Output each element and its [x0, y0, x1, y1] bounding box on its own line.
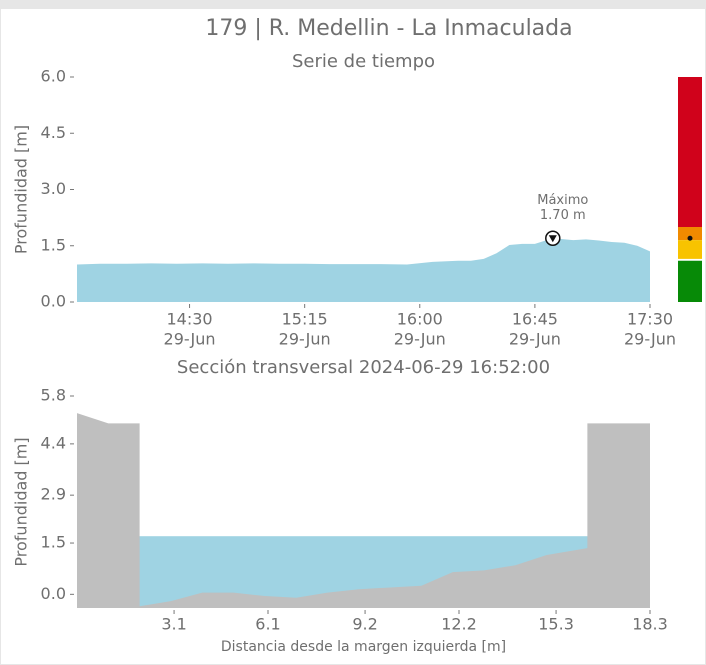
depth-area — [77, 238, 650, 302]
x-tick-label: 29-Jun — [509, 330, 561, 349]
x-tick-label: 3.1 — [161, 615, 186, 634]
max-label: 1.70 m — [540, 208, 586, 223]
chart-title: Serie de tiempo — [292, 51, 435, 72]
x-tick-label: 18.3 — [632, 615, 668, 634]
y-axis-label: Profundidad [m] — [12, 437, 31, 566]
y-tick-label: 0.0 — [41, 584, 66, 603]
x-tick-label: 14:30 — [166, 310, 212, 329]
x-axis-label: Distancia desde la margen izquierda [m] — [221, 639, 506, 655]
y-tick-label: 2.9 — [41, 485, 66, 504]
level-band — [678, 77, 702, 227]
y-tick-label: 4.4 — [41, 433, 66, 452]
y-tick-label: 1.5 — [41, 235, 66, 254]
y-tick-label: 5.8 — [41, 386, 66, 405]
level-band — [678, 227, 702, 241]
x-tick-label: 16:45 — [512, 310, 558, 329]
x-tick-label: 12.2 — [441, 615, 477, 634]
x-tick-label: 29-Jun — [624, 330, 676, 349]
x-tick-label: 15:15 — [282, 310, 328, 329]
x-tick-label: 29-Jun — [394, 330, 446, 349]
y-tick-label: 3.0 — [41, 179, 66, 198]
x-tick-label: 9.2 — [352, 615, 377, 634]
y-axis-label: Profundidad [m] — [12, 125, 31, 254]
current-level — [687, 235, 693, 241]
y-tick-label: 0.0 — [41, 292, 66, 311]
x-tick-label: 15.3 — [538, 615, 574, 634]
x-tick-label: 17:30 — [627, 310, 673, 329]
top-strip — [0, 0, 706, 8]
x-tick-label: 6.1 — [255, 615, 280, 634]
x-tick-label: 29-Jun — [164, 330, 216, 349]
x-tick-label: 16:00 — [397, 310, 443, 329]
terrain — [77, 413, 650, 608]
y-tick-label: 4.5 — [41, 123, 66, 142]
max-title: Máximo — [537, 193, 588, 208]
y-tick-label: 1.5 — [41, 533, 66, 552]
x-tick-label: 29-Jun — [279, 330, 331, 349]
chart-title: Sección transversal 2024-06-29 16:52:00 — [177, 357, 550, 378]
level-band — [678, 260, 702, 302]
level-band — [678, 240, 702, 259]
y-tick-label: 6.0 — [41, 67, 66, 86]
page-title: 179 | R. Medellin - La Inmaculada — [205, 16, 572, 41]
max-arrow — [548, 235, 557, 243]
